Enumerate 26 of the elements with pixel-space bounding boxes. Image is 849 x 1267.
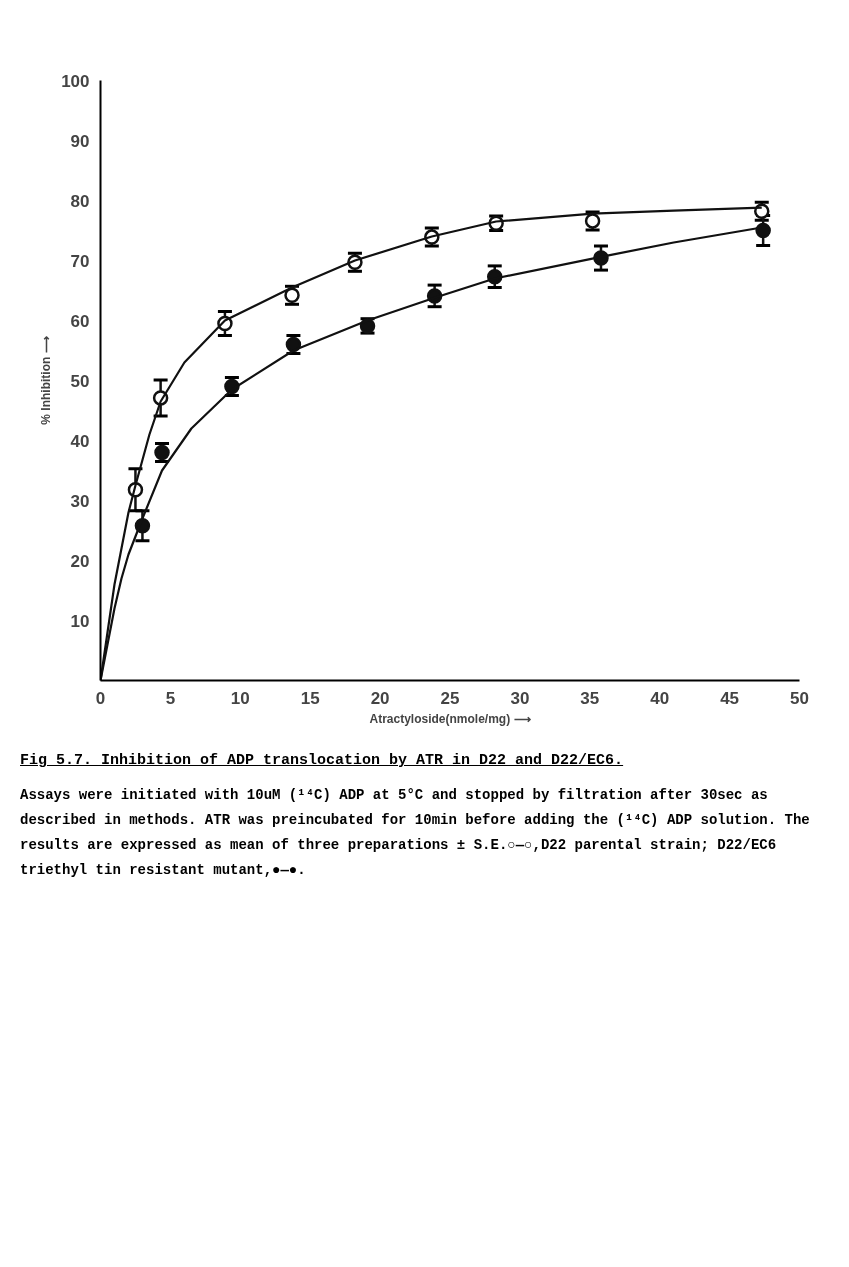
- y-tick-label: 40: [70, 431, 90, 451]
- point: [755, 222, 771, 239]
- x-tick-label: 30: [510, 688, 530, 708]
- y-tick-label: 10: [70, 611, 90, 631]
- y-axis-title: % Inhibition ⟶: [39, 336, 54, 425]
- x-axis-title: Atractyloside(nmole/mg) ⟶: [369, 711, 531, 726]
- x-tick-label: 15: [300, 688, 320, 708]
- y-tick-label: 60: [70, 311, 90, 331]
- y-tick-label: 100: [61, 71, 90, 91]
- x-tick-label: 50: [790, 688, 809, 708]
- x-tick-label: 35: [580, 688, 600, 708]
- text: Assays were initiated with 10uM (¹⁴C) ADP at 5°C and stopped by filtration after 30sec as described in methods. ATR was preincubated for 10min before adding the (¹⁴C) ADP solution. The results are expressed as mean of three preparations ± S.E.○—○,D22 parental strain; D22/EC6 triethyl tin resistant mutant,●—●.: [20, 785, 810, 881]
- x-tick-label: 10: [230, 688, 250, 708]
- x-tick-label: 0: [95, 688, 106, 708]
- x-tick-label: 5: [165, 688, 176, 708]
- y-tick-label: 90: [70, 131, 90, 151]
- x-tick-label: 20: [370, 688, 390, 708]
- y-tick-label: 80: [70, 191, 90, 211]
- y-tick-label: 70: [70, 251, 90, 271]
- text: Fig 5.7. Inhibition of ADP translocation by ATR in D22 and D22/EC6.: [20, 752, 624, 769]
- y-tick-label: 20: [70, 551, 90, 571]
- y-tick-label: 30: [70, 491, 90, 511]
- y-tick-label: 50: [70, 371, 90, 391]
- x-tick-label: 40: [650, 688, 670, 708]
- x-tick-label: 45: [720, 688, 740, 708]
- x-tick-label: 25: [440, 688, 460, 708]
